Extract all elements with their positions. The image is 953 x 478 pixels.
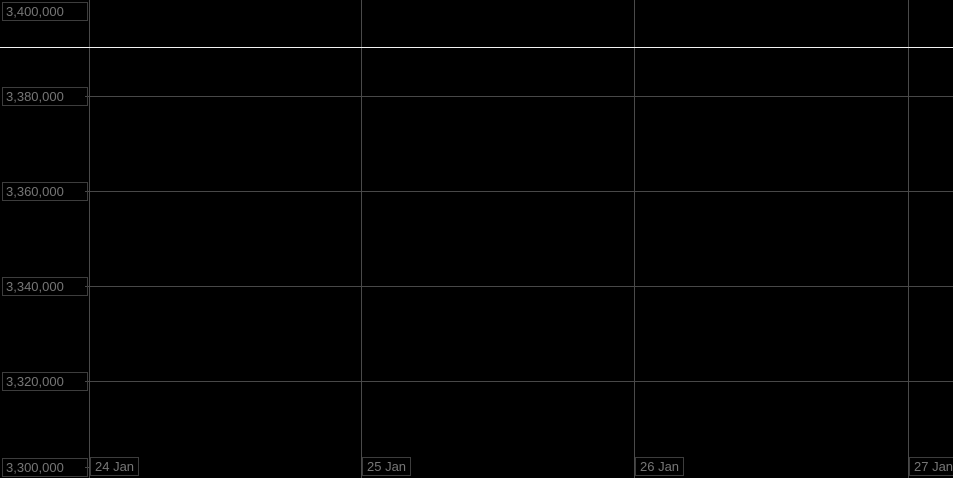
x-axis-label-26-jan: 26 Jan: [635, 457, 685, 476]
axis-line-y: [89, 0, 90, 478]
x-axis-label-24-jan: 24 Jan: [90, 457, 140, 476]
y-axis-label-3300000: 3,300,000: [2, 458, 88, 477]
gridline-vertical-27-jan: [908, 0, 909, 478]
gridline-horizontal-3380000: [89, 96, 953, 97]
series-line-value: [0, 47, 953, 48]
y-axis-label-3340000: 3,340,000: [2, 277, 88, 296]
x-axis-label-27-jan: 27 Jan: [909, 457, 953, 476]
gridline-horizontal-3360000: [89, 191, 953, 192]
gridline-vertical-25-jan: [361, 0, 362, 478]
gridline-horizontal-3320000: [89, 381, 953, 382]
gridline-horizontal-3340000: [89, 286, 953, 287]
y-axis-label-3360000: 3,360,000: [2, 182, 88, 201]
y-axis-label-3320000: 3,320,000: [2, 372, 88, 391]
y-axis-label-3380000: 3,380,000: [2, 87, 88, 106]
x-axis-label-25-jan: 25 Jan: [362, 457, 412, 476]
y-axis-label-3400000: 3,400,000: [2, 2, 88, 21]
gridline-vertical-26-jan: [634, 0, 635, 478]
